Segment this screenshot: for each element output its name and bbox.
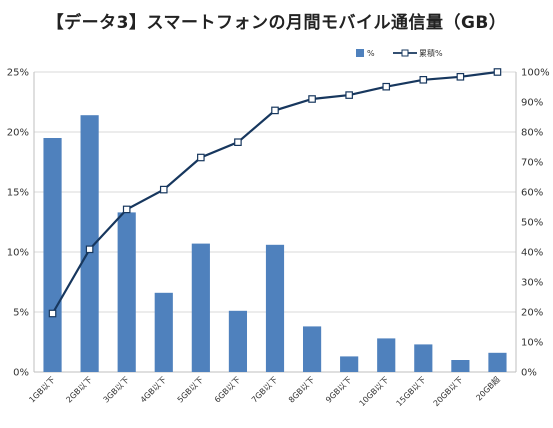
- bar: [265, 244, 285, 372]
- bar: [43, 138, 62, 372]
- bar: [117, 212, 136, 372]
- cumulative-point: [456, 72, 465, 81]
- bar: [154, 292, 173, 372]
- category-label: 10GB以下: [357, 375, 390, 408]
- category-label: 6GB以下: [213, 375, 243, 405]
- category-label: 9GB以下: [324, 375, 354, 405]
- cumulative-point: [382, 82, 391, 91]
- right-axis-tick-label: 30%: [521, 278, 543, 289]
- category-label: 7GB以下: [250, 375, 280, 405]
- legend-swatch-marker: [401, 49, 409, 57]
- cumulative-point: [85, 245, 94, 254]
- bar: [451, 360, 470, 372]
- bar: [377, 338, 396, 372]
- category-label: 4GB以下: [139, 375, 169, 405]
- category-label: 3GB以下: [102, 375, 132, 405]
- right-axis-tick-label: 70%: [521, 158, 543, 169]
- bar: [340, 356, 359, 372]
- category-label: 20GB以下: [432, 375, 465, 408]
- cumulative-point: [122, 205, 131, 214]
- right-axis-tick-label: 40%: [521, 248, 543, 259]
- cumulative-point: [197, 153, 205, 162]
- bar: [414, 344, 433, 372]
- right-axis-tick-label: 100%: [521, 68, 550, 79]
- cumulative-point: [493, 68, 502, 76]
- cumulative-point: [234, 138, 242, 147]
- right-axis-tick-label: 80%: [521, 128, 543, 139]
- cumulative-point: [345, 91, 353, 99]
- bar: [302, 326, 322, 372]
- legend-swatch-bar: [356, 49, 364, 57]
- bar: [228, 310, 248, 372]
- category-label: 2GB以下: [64, 375, 94, 405]
- left-axis-tick-label: 20%: [7, 128, 29, 139]
- right-axis-tick-label: 20%: [521, 308, 543, 319]
- category-label: 1GB以下: [27, 375, 57, 405]
- right-axis-tick-label: 90%: [521, 98, 543, 109]
- legend: % 累積%: [356, 48, 443, 58]
- left-axis-tick-label: 10%: [7, 248, 29, 259]
- right-axis-tick-label: 50%: [521, 218, 543, 229]
- bar: [191, 243, 210, 372]
- chart-title: 【データ3】スマートフォンの月間モバイル通信量（GB）: [46, 13, 507, 33]
- legend-label-bar: %: [367, 49, 375, 58]
- bar: [80, 115, 99, 372]
- category-label: 5GB以下: [176, 375, 206, 405]
- left-axis-tick-label: 0%: [13, 368, 29, 379]
- category-label: 20GB超: [474, 374, 502, 402]
- left-axis-tick-label: 25%: [7, 68, 29, 79]
- cumulative-point: [308, 95, 316, 103]
- left-axis-tick-label: 5%: [13, 308, 29, 319]
- legend-label-line: 累積%: [419, 48, 443, 58]
- cumulative-point: [159, 185, 168, 194]
- category-label: 8GB以下: [287, 375, 317, 405]
- bar: [488, 352, 507, 372]
- cumulative-point: [419, 75, 428, 84]
- cumulative-point: [271, 106, 279, 115]
- right-axis-tick-label: 10%: [521, 338, 543, 349]
- category-label: 15GB以下: [395, 375, 428, 408]
- right-axis-tick-label: 60%: [521, 188, 543, 199]
- cumulative-point: [48, 309, 57, 318]
- left-axis-tick-label: 15%: [7, 188, 29, 199]
- right-axis-tick-label: 0%: [521, 368, 537, 379]
